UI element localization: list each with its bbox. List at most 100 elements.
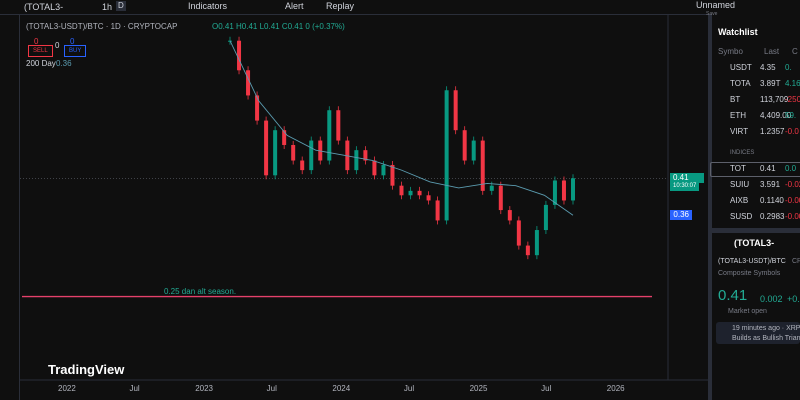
row-symbol[interactable]: ETH <box>730 111 746 120</box>
buy-button[interactable]: BUY <box>64 45 87 57</box>
time-label: Jul <box>266 384 277 393</box>
candle-body <box>345 140 350 171</box>
column-header: Last <box>764 47 780 56</box>
candle-body <box>354 150 359 171</box>
row-symbol[interactable]: SUIU <box>730 180 750 189</box>
candle-body <box>363 150 368 161</box>
time-label: Jul <box>541 384 552 393</box>
ma-legend-value: 0.36 <box>56 59 72 68</box>
news-card <box>716 322 800 344</box>
row-change: -0.00 <box>785 196 800 205</box>
row-change: -0.00 <box>785 212 800 221</box>
candle-body <box>444 90 449 221</box>
time-label: 2025 <box>469 384 488 393</box>
candle-body <box>471 140 476 161</box>
ma-line <box>229 40 574 216</box>
candle-body <box>336 110 341 141</box>
sell-button[interactable]: SELL <box>28 45 53 57</box>
row-change: -250 <box>785 95 800 104</box>
row-last: 113,709 <box>760 95 789 104</box>
time-label: 2023 <box>195 384 213 393</box>
candle-body <box>246 70 251 96</box>
top-bar <box>0 0 800 15</box>
row-symbol[interactable]: TOT <box>730 164 746 173</box>
detail-price: 0.41 <box>718 287 748 304</box>
detail-change-pct: +0. <box>787 294 800 304</box>
row-symbol[interactable]: TOTA <box>730 79 751 88</box>
row-symbol[interactable]: AIXB <box>730 196 749 205</box>
watchlist-title[interactable]: Watchlist <box>718 27 758 37</box>
candle-body <box>543 204 548 231</box>
detail-symbol: (TOTAL3- <box>734 238 775 248</box>
row-change: 59. <box>785 111 797 120</box>
row-last: 1.2357 <box>760 127 785 136</box>
candle-body <box>390 164 395 186</box>
price-countdown: 10:30:07 <box>670 181 700 192</box>
row-change: -0.0 <box>785 127 799 136</box>
interval-active[interactable]: D <box>116 1 126 11</box>
current-row-highlight <box>710 162 800 177</box>
layout-name[interactable]: Unnamed <box>696 0 736 10</box>
news-time[interactable]: 19 minutes ago · XRP F <box>732 325 800 332</box>
market-status: Market open <box>728 308 767 315</box>
brand-logo: TradingView <box>48 362 125 377</box>
candle-body <box>435 200 440 221</box>
candle-body <box>372 160 377 176</box>
candle-body <box>417 190 422 196</box>
column-header: C <box>792 47 798 56</box>
row-symbol[interactable]: USDT <box>730 63 752 72</box>
indicators-button[interactable]: Indicators <box>188 1 228 11</box>
ma-legend-name: 200 Day <box>26 59 56 68</box>
candle-body <box>291 144 296 161</box>
row-last: 0.1140 <box>760 196 784 205</box>
row-change: 0.0 <box>785 164 797 173</box>
section-header: INDICES <box>730 150 755 156</box>
candle-body <box>489 185 494 191</box>
detail-kind: Composite Symbols <box>718 270 781 277</box>
replay-button[interactable]: Replay <box>326 1 355 11</box>
candle-body <box>453 90 458 131</box>
symbol-search[interactable]: (TOTAL3- <box>24 2 64 12</box>
current-price-label: 0.41 <box>670 173 704 184</box>
candle-body <box>552 180 557 205</box>
time-label: Jul <box>403 384 415 393</box>
time-label: 2026 <box>606 384 625 393</box>
candle-body <box>534 230 539 256</box>
candle-body <box>237 40 242 71</box>
row-change: -0.02 <box>785 180 800 189</box>
buy-price: 0 <box>70 37 75 46</box>
row-symbol[interactable]: VIRT <box>730 127 749 136</box>
time-label: 2022 <box>58 384 76 393</box>
candle-body <box>408 190 413 196</box>
candle-body <box>309 140 314 171</box>
layout-state: Save <box>706 11 718 17</box>
candle-body <box>300 160 305 171</box>
sell-price: 0 <box>34 37 39 46</box>
candle-body <box>255 95 260 121</box>
candle-body <box>507 210 512 221</box>
annotation-text: 0.25 dan alt season. <box>164 286 237 296</box>
candle-body <box>426 195 431 201</box>
sidebar-divider <box>712 228 800 233</box>
detail-change: 0.002 <box>760 294 783 304</box>
candle-body <box>462 130 467 161</box>
row-last: 3.591 <box>760 180 781 189</box>
candle-body <box>498 185 503 211</box>
row-symbol[interactable]: SUSD <box>730 212 753 221</box>
news-title[interactable]: Builds as Bullish Triang <box>732 335 800 342</box>
row-change: 4.16 <box>785 79 800 88</box>
candle-body <box>571 178 575 201</box>
alert-button[interactable]: Alert <box>285 1 304 11</box>
ma-price-label: 0.36 <box>670 210 692 221</box>
row-change: 0. <box>785 63 792 72</box>
detail-exchange: CR <box>792 258 800 265</box>
candle-body <box>480 140 485 191</box>
ohlc-values: O0.41 H0.41 L0.41 C0.41 0 (+0.37%) <box>212 22 345 31</box>
row-symbol[interactable]: BT <box>730 95 741 104</box>
interval[interactable]: 1h <box>102 2 113 12</box>
row-last: 0.41 <box>760 164 776 173</box>
candle-body <box>381 164 386 176</box>
chart-legend-title: (TOTAL3-USDT)/BTC · 1D · CRYPTOCAP <box>26 22 178 31</box>
left-toolbar <box>0 14 20 400</box>
